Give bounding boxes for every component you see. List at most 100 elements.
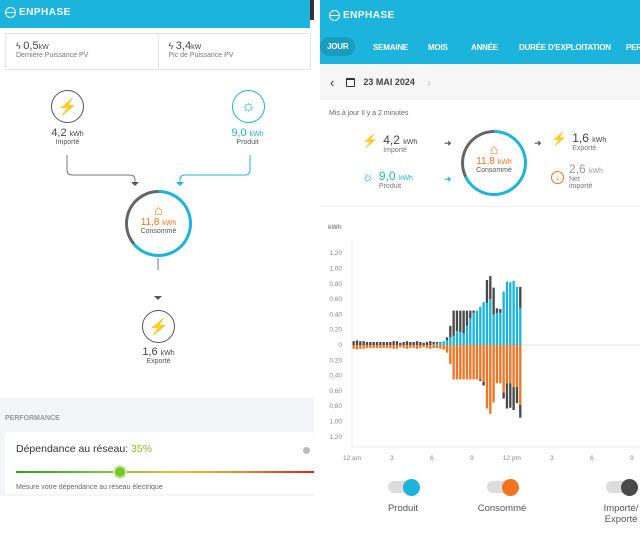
bar-imported [435, 341, 439, 344]
consumed-label: Consommé [476, 167, 512, 174]
left-scrollbar[interactable] [310, 0, 314, 20]
v: 2,6 [569, 162, 586, 176]
bar-consumed [365, 345, 369, 349]
bar-consumed [422, 345, 425, 348]
brand-text: ENPHASE [19, 7, 71, 18]
divider [320, 206, 640, 207]
y-tick: 0,80 [329, 281, 342, 288]
bar-imported [425, 341, 429, 345]
export-tower-icon: ⚡ [142, 310, 175, 343]
bar-imported [379, 341, 382, 345]
toggle-knob [621, 478, 638, 496]
legend-toggle[interactable] [487, 478, 519, 496]
y-tick: 1,00 [329, 266, 342, 273]
legend-toggle[interactable] [606, 478, 638, 496]
x-tick: 6 [590, 455, 594, 462]
legend-item-2: Importé/ Exporté [586, 478, 640, 525]
bar-exported [505, 383, 509, 409]
export-arrowhead [154, 296, 162, 300]
grid-tower-icon: ⚡ [551, 131, 568, 146]
tab-0[interactable]: JOUR [320, 37, 356, 56]
arrow-icon: ➜ [534, 138, 542, 148]
ring-inner: ⌂ 11,8 kWh Consommé [128, 193, 189, 254]
tab-2[interactable]: MOIS [428, 43, 448, 52]
bar-produced [485, 302, 489, 345]
pv-last: ϟ 0,5kW Dernière Puissance PV [6, 34, 159, 69]
pv-card: ϟ 0,5kW Dernière Puissance PV ϟ 3,4kW Pi… [5, 33, 311, 70]
y-tick: 0 [338, 342, 342, 349]
bar-consumed [439, 345, 442, 349]
y-tick: 0,20 [329, 327, 342, 334]
bar-produced [445, 340, 449, 345]
net-import-icon: ↓ [551, 171, 564, 184]
bar-consumed [355, 345, 359, 350]
legend-label: Produit [387, 503, 419, 514]
bar-imported [399, 342, 402, 345]
bar-consumed [359, 345, 362, 349]
bar-consumed [385, 345, 389, 349]
bar-imported [459, 310, 462, 332]
bar-produced [452, 335, 455, 345]
prev-day-button[interactable]: ‹ [330, 74, 335, 90]
toggle-knob [403, 478, 420, 496]
u: kWh [162, 220, 177, 227]
bar-consumed [455, 345, 459, 380]
bar-imported [359, 341, 362, 345]
energy-chart: kWh 1,20 1,00 0,80 0,60 0,40 0,20 0 0,20 0,40 0,60… [328, 224, 640, 462]
bar-consumed [465, 345, 469, 380]
left-exported: 1,6 kWh Exporté [120, 346, 197, 365]
l: Produit [378, 183, 402, 190]
legend-toggle[interactable] [388, 478, 420, 496]
bar-consumed [412, 345, 415, 349]
tab-1[interactable]: SEMAINE [373, 43, 409, 52]
x-tick: 3 [390, 455, 394, 462]
l2: importé [569, 183, 593, 190]
tab-4[interactable]: DURÉE D'EXPLOITATION [519, 43, 611, 52]
y-tick: 1,20 [329, 434, 342, 441]
v: 11,8 [140, 217, 160, 228]
bar-consumed [469, 345, 472, 380]
bar-consumed [375, 345, 379, 349]
bar-consumed [442, 345, 445, 350]
bar-produced [489, 299, 492, 345]
r-import-text: 4,2 kWh Importé [383, 133, 417, 154]
y-tick: 0,80 [329, 403, 342, 410]
consumed-ring: ⌂ 11,8 kWh Consommé [125, 190, 192, 257]
pv-peak-label: Pic de Puissance PV [168, 52, 234, 59]
dependence-description: Mesure votre dépendance au réseau électr… [16, 484, 163, 491]
bar-consumed [382, 345, 385, 349]
bar-imported [385, 341, 389, 345]
performance-title: PERFORMANCE [5, 415, 60, 422]
date-bar: ‹ 23 MAI 2024 › [320, 64, 640, 100]
bar-consumed [519, 345, 522, 405]
x-tick: 9 [630, 455, 634, 462]
exported-label: Exporté [146, 358, 171, 365]
tab-5[interactable]: PER [626, 43, 640, 52]
date-label[interactable]: 23 MAI 2024 [363, 77, 415, 87]
info-icon[interactable] [303, 447, 310, 454]
bar-consumed [435, 345, 439, 349]
bar-produced [465, 325, 469, 345]
bar-produced [479, 306, 482, 345]
bar-consumed [505, 345, 509, 384]
r-import: ⚡ 4,2 kWh Importé [362, 133, 417, 154]
y-axis-label: kWh [328, 224, 342, 231]
bar-imported [465, 310, 469, 326]
bar-consumed [495, 345, 499, 384]
flow-arrows [66, 155, 251, 270]
pv-last-value: ϟ 0,5kW [16, 40, 148, 52]
calendar-icon[interactable] [346, 77, 356, 87]
updated-text: Mis à jour Il y a 2 minutes [329, 110, 409, 117]
bar-imported [419, 341, 422, 345]
tab-3[interactable]: ANNÉE [471, 43, 499, 52]
bar-imported [375, 341, 379, 345]
bar-imported [455, 310, 459, 332]
grid-tower-icon: ⚡ [51, 90, 84, 123]
bar-imported [492, 287, 495, 315]
y-tick: 1,20 [329, 250, 342, 257]
u: kWh [160, 350, 175, 357]
l: Importé [383, 147, 407, 154]
next-day-button[interactable]: › [426, 74, 432, 90]
r-produce: ☼ 9,0 kWh Produit [362, 169, 413, 190]
toggle-knob [502, 478, 519, 496]
